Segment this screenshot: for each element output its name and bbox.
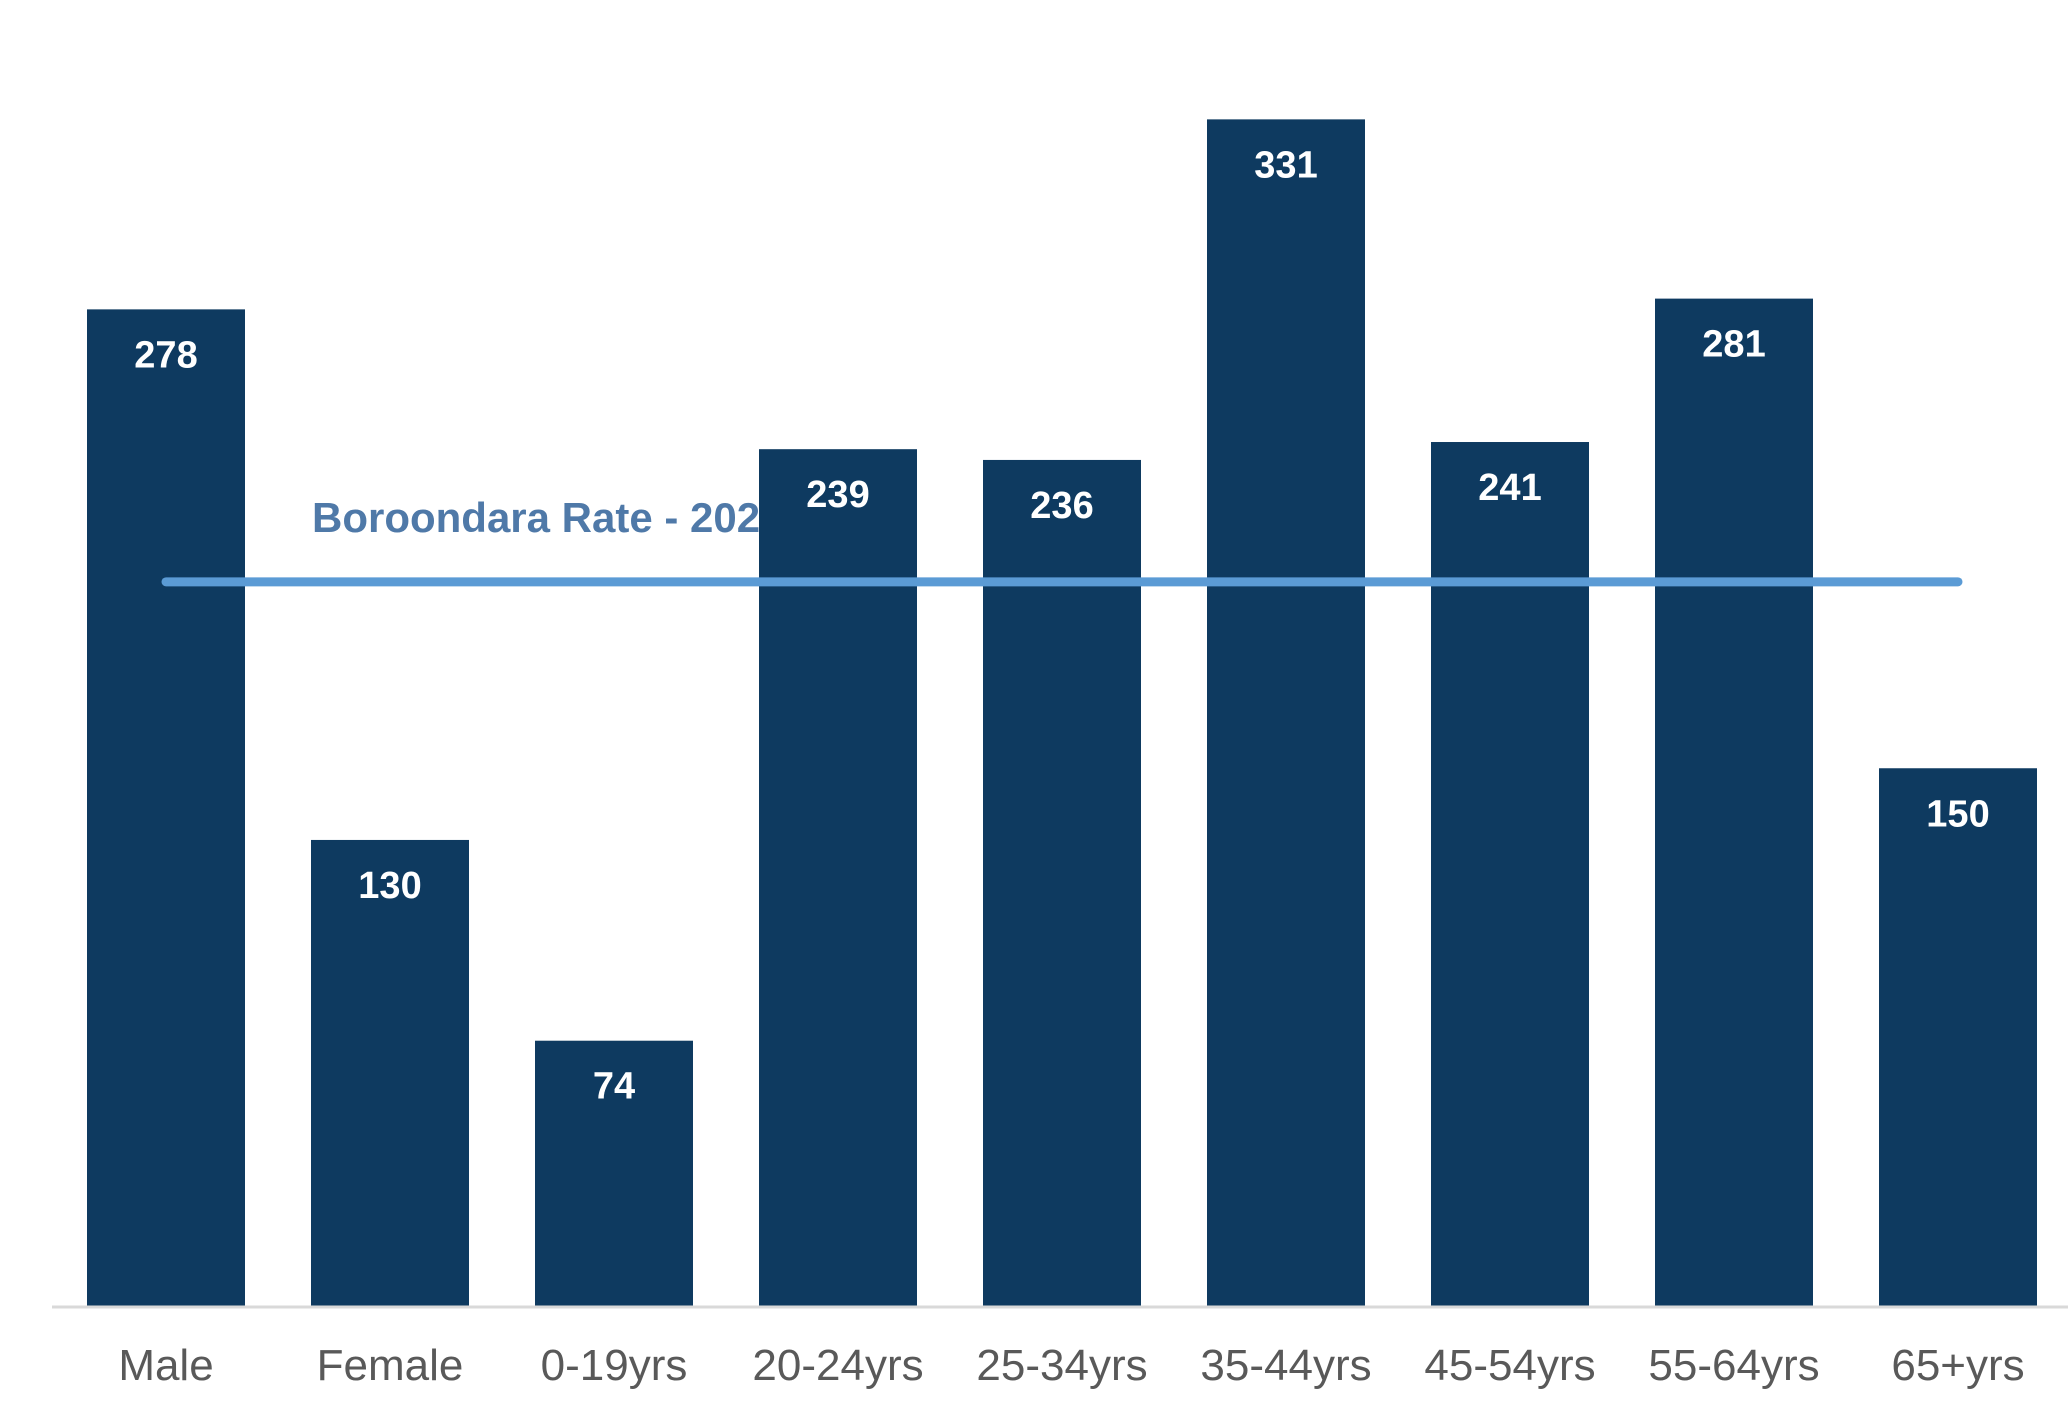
x-tick-label: 0-19yrs (541, 1341, 688, 1390)
x-tick-label: 55-64yrs (1648, 1341, 1819, 1390)
bar-male (87, 309, 245, 1306)
data-label: 278 (134, 334, 197, 376)
x-tick-label: 65+yrs (1891, 1341, 2024, 1390)
bar-25-34yrs (983, 459, 1141, 1306)
data-label: 74 (593, 1066, 635, 1108)
x-tick-label: 25-34yrs (976, 1341, 1147, 1390)
bar-65-yrs (1879, 768, 2037, 1306)
reference-line-label: Boroondara Rate - 202 (312, 494, 760, 541)
bar-55-64yrs (1655, 298, 1813, 1306)
bar-female (311, 839, 469, 1306)
data-label: 236 (1030, 485, 1093, 527)
data-label: 150 (1926, 793, 1989, 835)
bar-0-19yrs (535, 1040, 693, 1306)
reference-line-layer: Boroondara Rate - 202 (161, 494, 1963, 587)
bar-45-54yrs (1431, 442, 1589, 1306)
data-label: 241 (1478, 467, 1541, 509)
data-label: 331 (1254, 144, 1317, 186)
bar-20-24yrs (759, 449, 917, 1306)
data-labels-layer: 278 130 74 239 236 331 241 281 150 (134, 144, 1989, 1107)
data-label: 281 (1702, 324, 1765, 366)
x-tick-label: 20-24yrs (752, 1341, 923, 1390)
bar-35-44yrs (1207, 119, 1365, 1307)
data-label: 239 (806, 474, 869, 516)
bars-layer (87, 119, 2037, 1307)
x-axis: Male Female 0-19yrs 20-24yrs 25-34yrs 35-44yr… (52, 1305, 2068, 1390)
x-tick-label: Female (317, 1341, 464, 1390)
data-label: 130 (358, 865, 421, 907)
x-tick-label: 45-54yrs (1424, 1341, 1595, 1390)
x-tick-label: Male (118, 1341, 213, 1390)
x-tick-label: 35-44yrs (1200, 1341, 1371, 1390)
